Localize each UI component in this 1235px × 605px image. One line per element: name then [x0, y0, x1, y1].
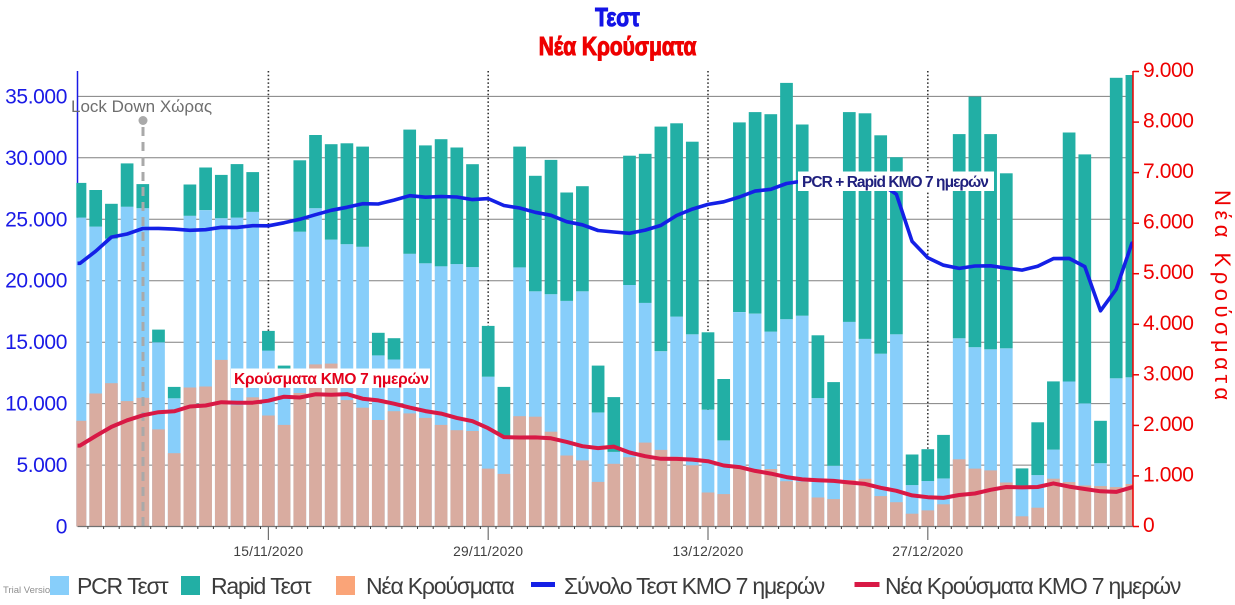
svg-text:Νέα Κρούσματα: Νέα Κρούσματα — [539, 32, 697, 60]
svg-text:Τεστ: Τεστ — [595, 3, 640, 31]
svg-text:9.000: 9.000 — [1143, 59, 1194, 82]
svg-text:6.000: 6.000 — [1143, 211, 1194, 234]
svg-text:PCR + Rapid ΚΜΟ 7 ημερών: PCR + Rapid ΚΜΟ 7 ημερών — [802, 174, 988, 191]
svg-text:8.000: 8.000 — [1143, 110, 1194, 133]
svg-text:29/11/2020: 29/11/2020 — [453, 544, 523, 559]
svg-text:15.000: 15.000 — [5, 331, 67, 354]
svg-text:Νέα Κρούσματα: Νέα Κρούσματα — [366, 573, 514, 599]
svg-text:4.000: 4.000 — [1143, 312, 1194, 335]
svg-text:Lock Down Χώρας: Lock Down Χώρας — [71, 97, 212, 116]
svg-text:0: 0 — [56, 516, 67, 539]
svg-text:1.000: 1.000 — [1143, 463, 1194, 486]
svg-text:25.000: 25.000 — [5, 208, 67, 231]
svg-text:PCR Τεστ: PCR Τεστ — [77, 573, 169, 599]
svg-text:Rapid Τεστ: Rapid Τεστ — [211, 573, 312, 599]
svg-text:20.000: 20.000 — [5, 270, 67, 293]
svg-text:Σύνολο Τεστ ΚΜΟ 7 ημερών: Σύνολο Τεστ ΚΜΟ 7 ημερών — [564, 573, 825, 599]
svg-text:5.000: 5.000 — [1143, 261, 1194, 284]
svg-text:0: 0 — [1143, 514, 1154, 537]
svg-text:2.000: 2.000 — [1143, 413, 1194, 436]
svg-text:7.000: 7.000 — [1143, 160, 1194, 183]
svg-text:13/12/2020: 13/12/2020 — [672, 544, 743, 559]
svg-text:30.000: 30.000 — [5, 147, 67, 170]
svg-text:27/12/2020: 27/12/2020 — [892, 544, 963, 559]
svg-text:15/11/2020: 15/11/2020 — [233, 544, 303, 559]
svg-text:Νέα Κρούσματα ΚΜΟ 7 ημερών: Νέα Κρούσματα ΚΜΟ 7 ημερών — [885, 573, 1181, 599]
svg-text:5.000: 5.000 — [16, 454, 67, 477]
svg-text:3.000: 3.000 — [1143, 362, 1194, 385]
svg-text:35.000: 35.000 — [5, 85, 67, 108]
svg-text:Trial Version: Trial Version — [3, 585, 55, 596]
svg-text:10.000: 10.000 — [5, 393, 67, 416]
svg-text:Κρούσματα ΚΜΟ 7 ημερών: Κρούσματα ΚΜΟ 7 ημερών — [234, 371, 429, 388]
svg-text:Νέα Κρούσματα: Νέα Κρούσματα — [1210, 190, 1235, 405]
